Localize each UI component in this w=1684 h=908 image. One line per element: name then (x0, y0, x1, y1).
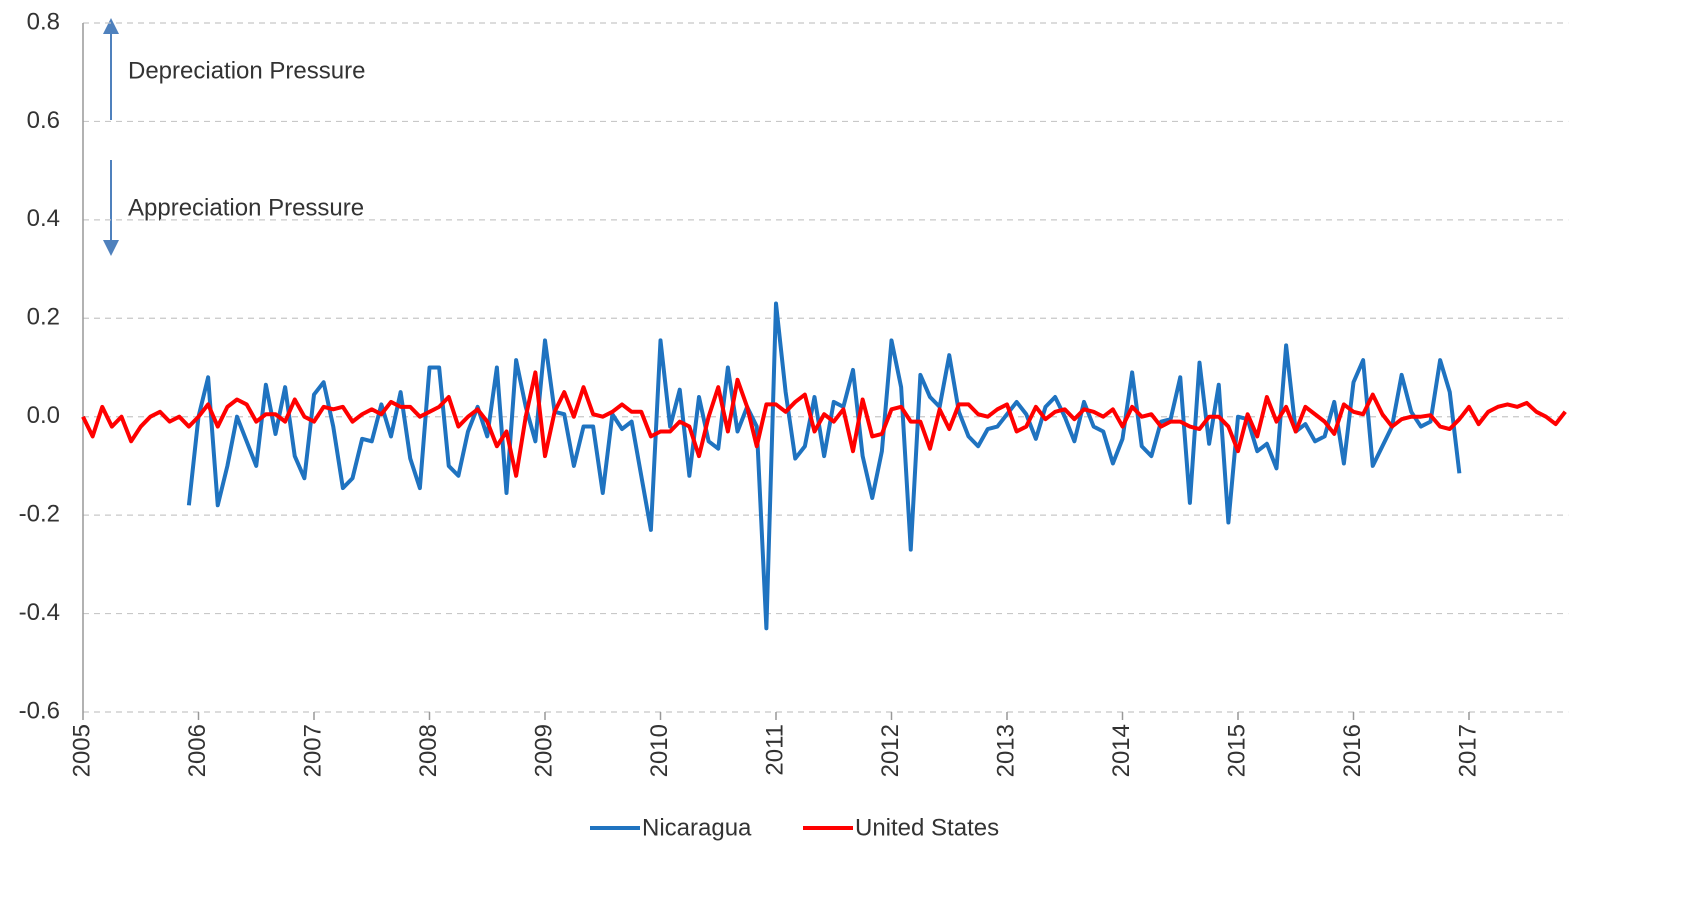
annotation: Appreciation Pressure (128, 194, 364, 221)
x-tick-label: 2005 (68, 724, 95, 777)
annotation: Depreciation Pressure (128, 57, 365, 84)
x-tick-label: 2011 (761, 724, 788, 776)
x-tick-label: 2012 (877, 724, 904, 777)
x-tick-label: 2009 (530, 724, 557, 777)
x-tick-label: 2015 (1223, 724, 1250, 777)
y-tick-label: -0.2 (19, 500, 60, 527)
y-tick-label: 0.8 (27, 8, 60, 35)
legend-label: United States (855, 814, 999, 841)
x-tick-label: 2008 (415, 724, 442, 777)
x-tick-label: 2013 (992, 724, 1019, 777)
x-tick-label: 2010 (646, 724, 673, 777)
x-tick-label: 2014 (1108, 724, 1135, 777)
series-line (186, 301, 1462, 631)
x-tick-label: 2006 (184, 724, 211, 777)
y-tick-label: 0.0 (27, 402, 60, 429)
y-tick-label: 0.4 (27, 205, 60, 232)
series-line (81, 370, 1567, 478)
legend-label: Nicaragua (642, 814, 752, 841)
y-tick-label: -0.6 (19, 697, 60, 724)
x-tick-label: 2017 (1454, 724, 1481, 777)
y-tick-label: 0.2 (27, 304, 60, 331)
x-tick-label: 2007 (299, 724, 326, 777)
x-tick-label: 2016 (1339, 724, 1366, 777)
y-tick-label: 0.6 (27, 107, 60, 134)
y-tick-label: -0.4 (19, 599, 60, 626)
